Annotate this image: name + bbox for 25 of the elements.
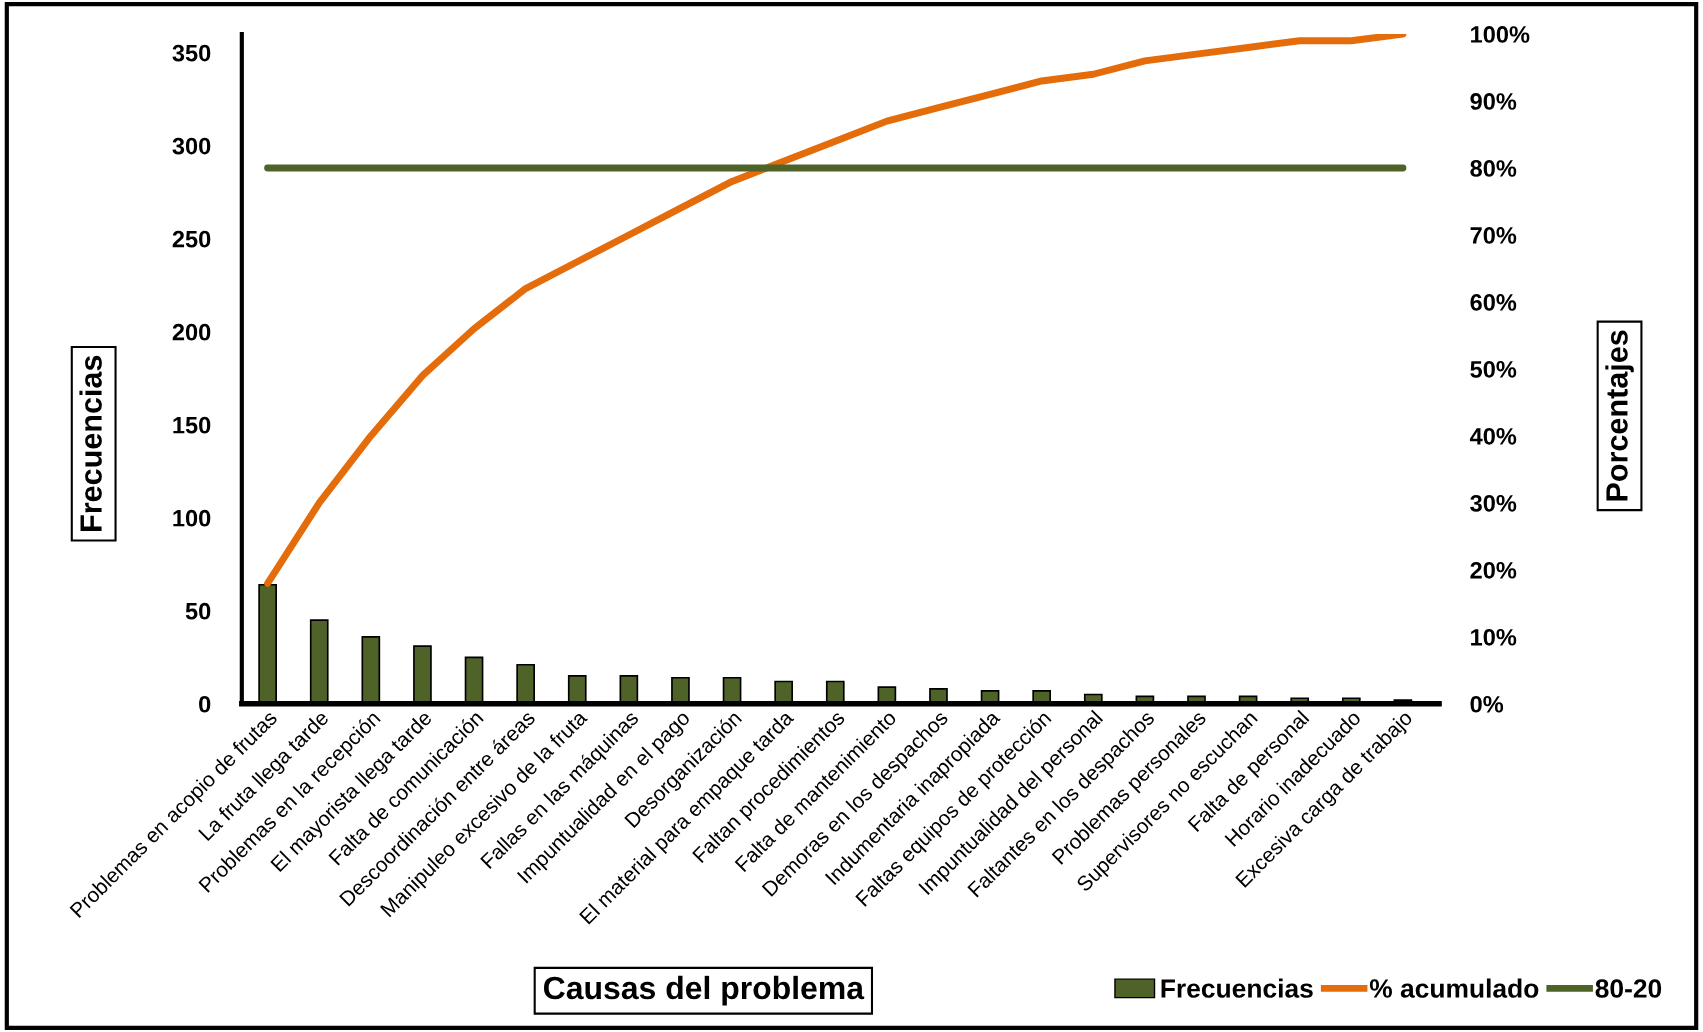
- y-tick-label: 250: [172, 230, 211, 248]
- y2-tick-label: 20%: [1470, 561, 1517, 579]
- y-axis-title: Frecuencias: [79, 355, 102, 531]
- y-tick-label: 100: [173, 509, 211, 527]
- y-tick-label: 350: [172, 44, 211, 62]
- y2-tick-label: 100%: [1471, 26, 1530, 43]
- y2-tick-label: 70%: [1470, 227, 1517, 244]
- y-tick-label: 0: [199, 695, 211, 713]
- y2-tick-label: 60%: [1470, 294, 1517, 311]
- y2-tick-label: 90%: [1470, 93, 1517, 110]
- legend-label: Frecuencias: [1161, 978, 1313, 998]
- y2-tick-label: 30%: [1470, 494, 1517, 512]
- y-tick-label: 150: [173, 416, 211, 434]
- legend-label: % acumulado: [1369, 978, 1539, 998]
- y2-tick-label: 0%: [1470, 695, 1504, 713]
- y2-tick-label: 50%: [1470, 361, 1517, 378]
- y2-tick-label: 40%: [1469, 427, 1517, 445]
- y2-axis-title: Porcentajes: [1605, 330, 1634, 501]
- legend-label: 80-20: [1595, 979, 1662, 998]
- y2-tick-label: 80%: [1470, 160, 1517, 177]
- x-axis-title: Causas del problema: [544, 975, 865, 1006]
- y-tick-label: 200: [172, 323, 211, 341]
- y-tick-label: 50: [185, 602, 211, 620]
- y2-tick-label: 10%: [1471, 628, 1517, 646]
- y-tick-label: 300: [172, 137, 211, 155]
